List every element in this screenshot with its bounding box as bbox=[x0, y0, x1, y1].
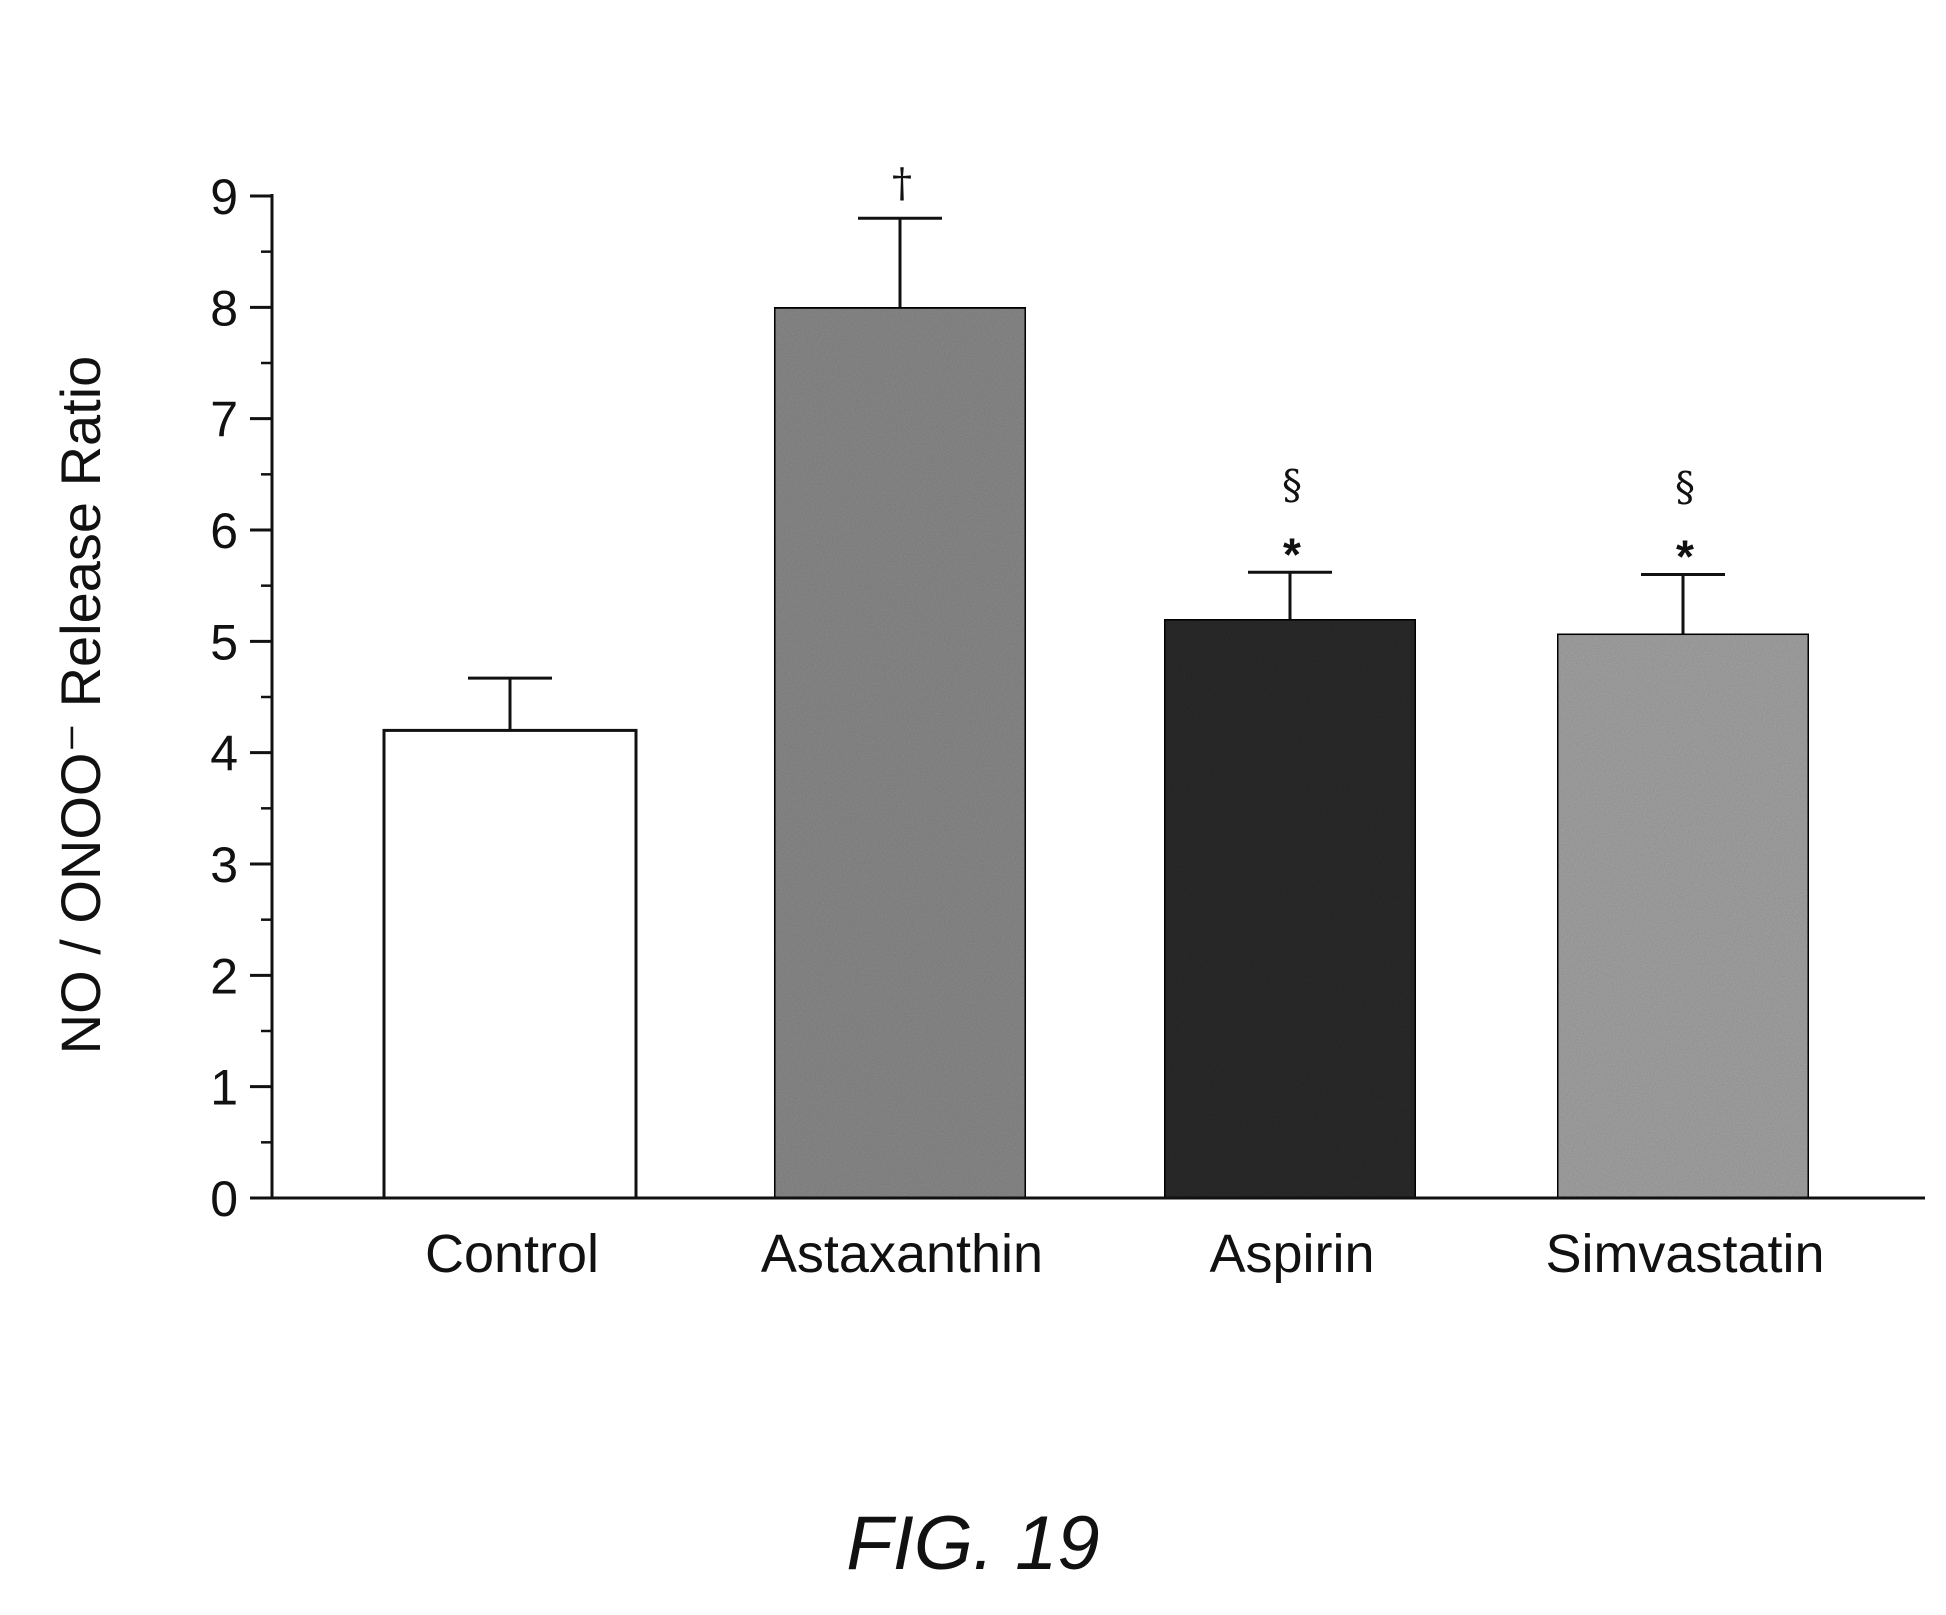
figure-caption: FIG. 19 bbox=[846, 1501, 1100, 1586]
significance-mark: § bbox=[1675, 465, 1695, 511]
y-tick-label: 1 bbox=[210, 1060, 238, 1116]
x-category-label: Simvastatin bbox=[1545, 1224, 1824, 1284]
bar-astaxanthin bbox=[772, 305, 1028, 1200]
y-tick-label: 7 bbox=[210, 392, 238, 448]
y-axis-label: NO / ONOO⁻ Release Ratio bbox=[49, 356, 112, 1055]
axes-layer bbox=[250, 194, 1925, 1200]
y-tick-label: 2 bbox=[210, 948, 238, 1004]
y-tick-label: 8 bbox=[210, 280, 238, 336]
y-tick-label: 3 bbox=[210, 837, 238, 893]
x-category-label: Control bbox=[425, 1224, 599, 1284]
y-tick-label: 9 bbox=[210, 169, 238, 225]
bar-control bbox=[382, 728, 638, 1200]
significance-mark: * bbox=[1676, 531, 1694, 583]
bar-simvastatin bbox=[1555, 632, 1811, 1200]
y-tick-label: 5 bbox=[210, 614, 238, 670]
x-category-label: Aspirin bbox=[1209, 1224, 1374, 1284]
y-tick-label: 4 bbox=[210, 726, 238, 782]
labels-layer: † * § * § 0 1 2 3 4 5 6 7 8 9 Control Astaxanthin Aspirin… bbox=[49, 160, 1825, 1284]
y-tick-label: 6 bbox=[210, 503, 238, 559]
bars-layer bbox=[382, 216, 1811, 1200]
significance-mark: § bbox=[1282, 462, 1302, 508]
significance-mark: * bbox=[1283, 528, 1301, 580]
y-tick-label: 0 bbox=[210, 1171, 238, 1227]
bar-aspirin bbox=[1162, 617, 1418, 1200]
x-category-label: Astaxanthin bbox=[761, 1224, 1043, 1284]
significance-mark: † bbox=[892, 160, 912, 206]
